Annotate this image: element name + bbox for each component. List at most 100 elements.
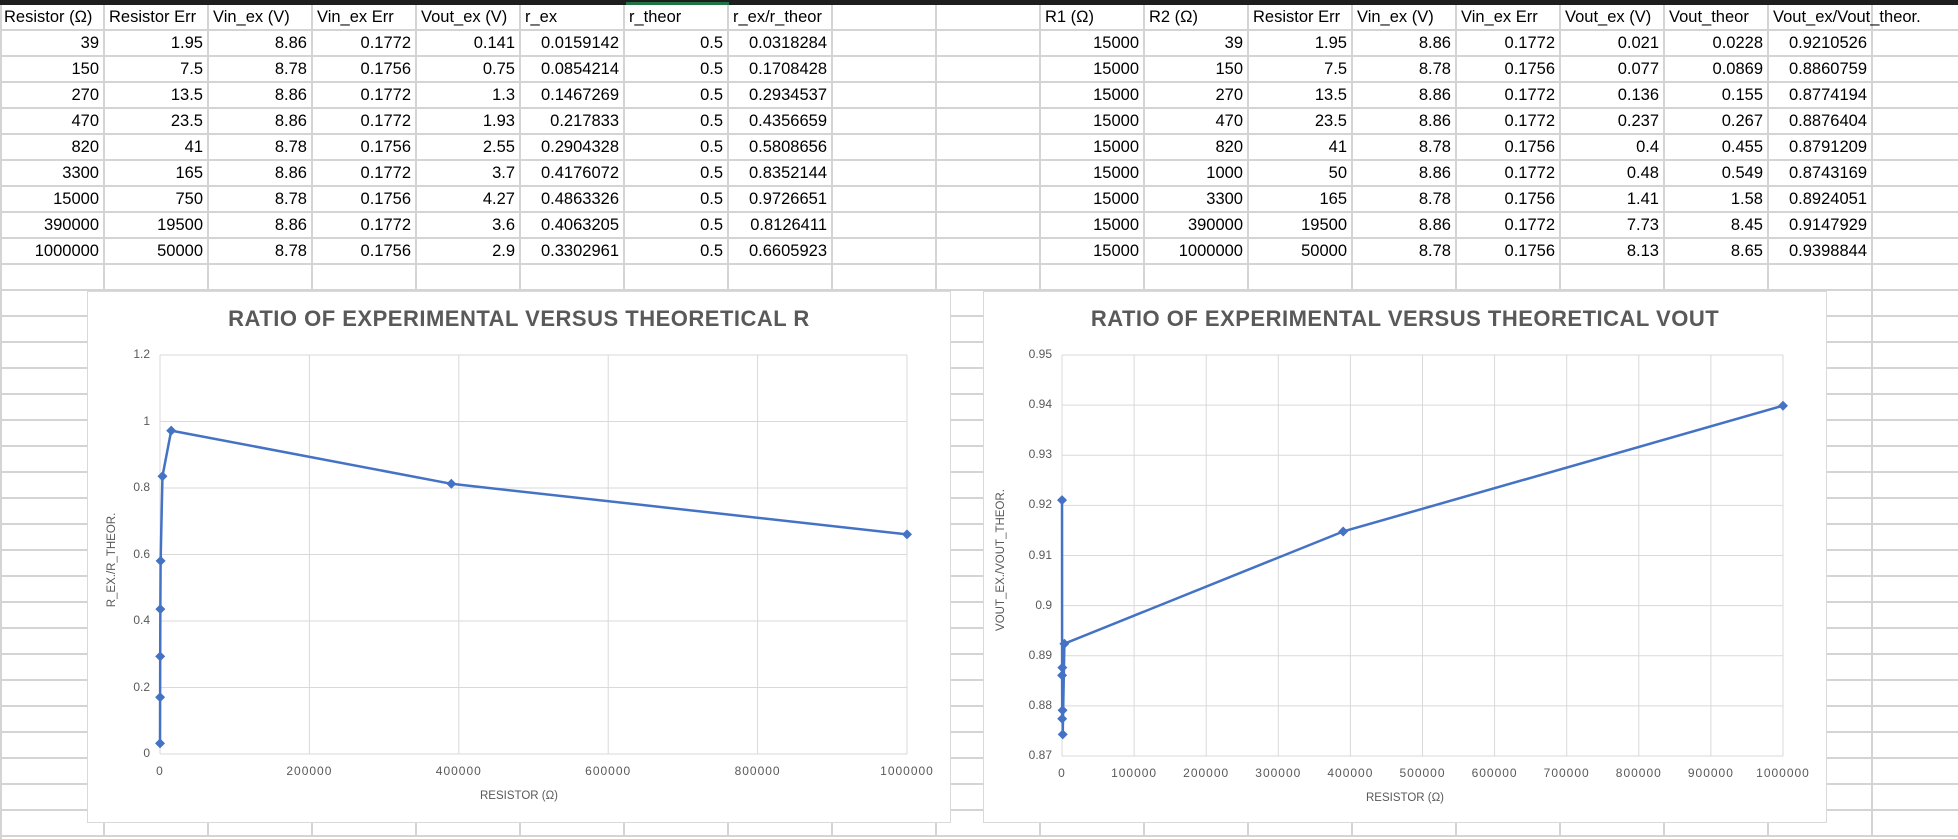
data-cell[interactable]: 165: [105, 161, 209, 187]
data-cell[interactable]: 50000: [105, 239, 209, 265]
data-cell[interactable]: 8.78: [209, 135, 313, 161]
empty-cell[interactable]: [937, 5, 1041, 31]
data-cell[interactable]: 7.5: [1249, 57, 1353, 83]
data-cell[interactable]: 0.4863326: [521, 187, 625, 213]
data-cell[interactable]: 3300: [1145, 187, 1249, 213]
empty-cell[interactable]: [1873, 265, 1958, 291]
data-cell[interactable]: 0.1756: [313, 135, 417, 161]
empty-cell[interactable]: [1769, 265, 1873, 291]
data-cell[interactable]: 0.1756: [1457, 187, 1561, 213]
data-cell[interactable]: 0.136: [1561, 83, 1665, 109]
empty-cell[interactable]: [833, 57, 937, 83]
empty-cell[interactable]: [1041, 265, 1145, 291]
data-cell[interactable]: 0.0228: [1665, 31, 1769, 57]
data-cell[interactable]: 7.5: [105, 57, 209, 83]
empty-cell[interactable]: [417, 265, 521, 291]
empty-cell[interactable]: [1873, 629, 1958, 655]
data-cell[interactable]: 7.73: [1561, 213, 1665, 239]
empty-cell[interactable]: [1873, 525, 1958, 551]
data-cell[interactable]: 0.1756: [1457, 239, 1561, 265]
empty-cell[interactable]: [1873, 707, 1958, 733]
data-cell[interactable]: 0.1772: [1457, 31, 1561, 57]
empty-cell[interactable]: [1873, 239, 1958, 265]
data-cell[interactable]: 8.86: [1353, 83, 1457, 109]
data-cell[interactable]: 0.5: [625, 187, 729, 213]
data-cell[interactable]: 8.86: [1353, 213, 1457, 239]
data-cell[interactable]: 0.9147929: [1769, 213, 1873, 239]
column-header-cell[interactable]: r_ex: [521, 5, 625, 31]
data-cell[interactable]: 23.5: [105, 109, 209, 135]
data-cell[interactable]: 15000: [1041, 83, 1145, 109]
data-cell[interactable]: 0.4: [1561, 135, 1665, 161]
data-cell[interactable]: 0.0318284: [729, 31, 833, 57]
data-cell[interactable]: 0.48: [1561, 161, 1665, 187]
data-cell[interactable]: 165: [1249, 187, 1353, 213]
data-cell[interactable]: 0.8924051: [1769, 187, 1873, 213]
empty-cell[interactable]: [1873, 5, 1958, 31]
empty-cell[interactable]: [1873, 785, 1958, 811]
data-cell[interactable]: 0.4176072: [521, 161, 625, 187]
empty-cell[interactable]: [937, 161, 1041, 187]
column-header-cell[interactable]: r_theor: [625, 5, 729, 31]
data-cell[interactable]: 0.155: [1665, 83, 1769, 109]
data-cell[interactable]: 0.1772: [313, 213, 417, 239]
data-cell[interactable]: 1.3: [417, 83, 521, 109]
empty-cell[interactable]: [1665, 265, 1769, 291]
column-header-cell[interactable]: Vout_ex (V): [1561, 5, 1665, 31]
data-cell[interactable]: 0.8860759: [1769, 57, 1873, 83]
data-cell[interactable]: 0.6605923: [729, 239, 833, 265]
data-cell[interactable]: 3.6: [417, 213, 521, 239]
data-cell[interactable]: 0.9210526: [1769, 31, 1873, 57]
data-cell[interactable]: 0.141: [417, 31, 521, 57]
empty-cell[interactable]: [0, 265, 105, 291]
data-cell[interactable]: 0.0159142: [521, 31, 625, 57]
data-cell[interactable]: 50000: [1249, 239, 1353, 265]
data-cell[interactable]: 0.9398844: [1769, 239, 1873, 265]
data-cell[interactable]: 3.7: [417, 161, 521, 187]
data-cell[interactable]: 8.13: [1561, 239, 1665, 265]
empty-cell[interactable]: [937, 109, 1041, 135]
empty-cell[interactable]: [1873, 317, 1958, 343]
empty-cell[interactable]: [1873, 161, 1958, 187]
data-cell[interactable]: 0.0869: [1665, 57, 1769, 83]
empty-cell[interactable]: [937, 239, 1041, 265]
data-cell[interactable]: 8.86: [1353, 109, 1457, 135]
column-header-cell[interactable]: Resistor Err: [105, 5, 209, 31]
data-cell[interactable]: 4.27: [417, 187, 521, 213]
empty-cell[interactable]: [937, 187, 1041, 213]
empty-cell[interactable]: [521, 265, 625, 291]
data-cell[interactable]: 1.58: [1665, 187, 1769, 213]
data-cell[interactable]: 0.5808656: [729, 135, 833, 161]
data-cell[interactable]: 0.2934537: [729, 83, 833, 109]
data-cell[interactable]: 0.1772: [1457, 213, 1561, 239]
data-cell[interactable]: 1.41: [1561, 187, 1665, 213]
data-cell[interactable]: 0.3302961: [521, 239, 625, 265]
empty-cell[interactable]: [1873, 57, 1958, 83]
empty-cell[interactable]: [937, 135, 1041, 161]
empty-cell[interactable]: [729, 265, 833, 291]
data-cell[interactable]: 820: [1145, 135, 1249, 161]
empty-cell[interactable]: [1353, 265, 1457, 291]
data-cell[interactable]: 470: [1145, 109, 1249, 135]
empty-cell[interactable]: [937, 57, 1041, 83]
data-cell[interactable]: 0.0854214: [521, 57, 625, 83]
data-cell[interactable]: 0.5: [625, 135, 729, 161]
data-cell[interactable]: 0.1772: [313, 109, 417, 135]
data-cell[interactable]: 0.8774194: [1769, 83, 1873, 109]
data-cell[interactable]: 15000: [1041, 57, 1145, 83]
column-header-cell[interactable]: Vin_ex (V): [209, 5, 313, 31]
column-header-cell[interactable]: Vin_ex (V): [1353, 5, 1457, 31]
data-cell[interactable]: 8.86: [209, 109, 313, 135]
data-cell[interactable]: 0.8352144: [729, 161, 833, 187]
data-cell[interactable]: 0.8743169: [1769, 161, 1873, 187]
data-cell[interactable]: 8.78: [209, 187, 313, 213]
data-cell[interactable]: 0.5: [625, 83, 729, 109]
column-header-cell[interactable]: Resistor (Ω): [0, 5, 105, 31]
data-cell[interactable]: 0.237: [1561, 109, 1665, 135]
column-header-cell[interactable]: R1 (Ω): [1041, 5, 1145, 31]
data-cell[interactable]: 0.1772: [1457, 109, 1561, 135]
empty-cell[interactable]: [1873, 603, 1958, 629]
empty-cell[interactable]: [1873, 447, 1958, 473]
data-cell[interactable]: 150: [0, 57, 105, 83]
data-cell[interactable]: 0.8791209: [1769, 135, 1873, 161]
